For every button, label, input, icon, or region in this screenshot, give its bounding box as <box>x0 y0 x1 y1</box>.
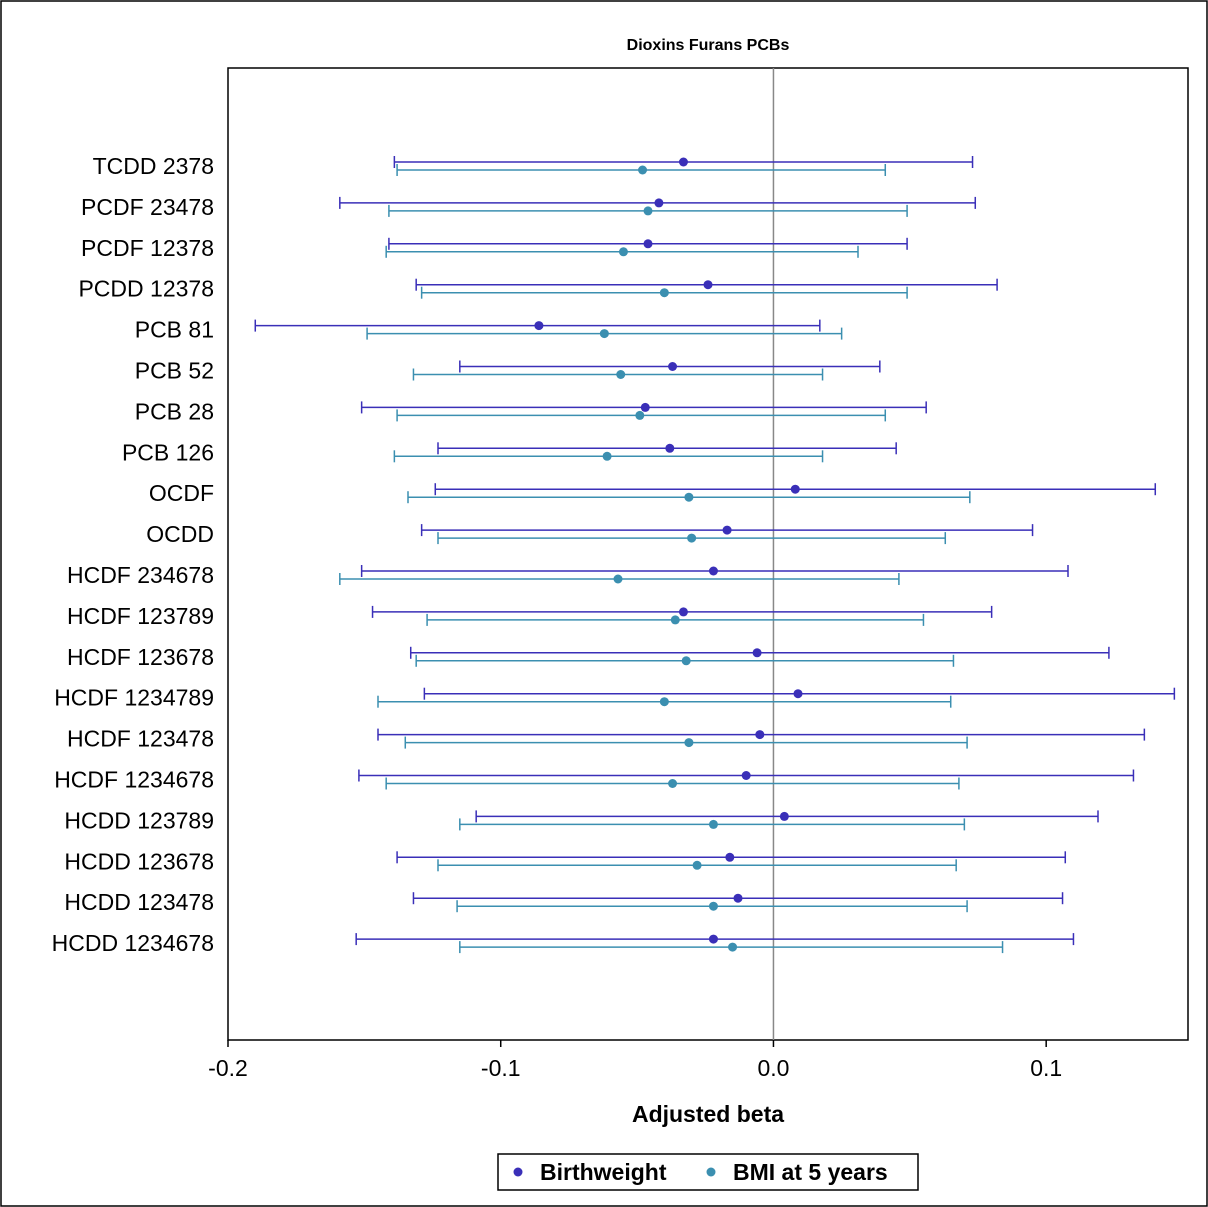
category-label: PCB 52 <box>135 358 214 384</box>
estimate-point <box>668 779 678 788</box>
category-label: HCDD 123789 <box>64 807 214 833</box>
estimate-point <box>613 574 623 584</box>
estimate-point <box>722 525 732 535</box>
x-axis-ticks: -0.2 -0.1 0.0 0.1 <box>208 1040 1062 1081</box>
estimate-point <box>681 656 691 666</box>
estimate-point <box>708 901 718 911</box>
estimate-point <box>708 819 718 829</box>
estimate-point <box>616 370 626 379</box>
category-label: PCDF 12378 <box>81 235 214 261</box>
series-layer <box>254 156 1176 954</box>
category-label: HCDF 1234678 <box>54 767 214 793</box>
category-label: HCDF 123678 <box>67 644 214 670</box>
plot-area <box>227 67 1189 1041</box>
legend-box <box>497 1153 919 1191</box>
legend-label-birthweight: Birthweight <box>540 1159 667 1185</box>
estimate-point <box>678 157 688 167</box>
chart-title: Dioxins Furans PCBs <box>627 37 790 54</box>
category-label: HCDD 123478 <box>64 889 214 915</box>
category-label: OCDD <box>146 521 214 547</box>
estimate-point <box>659 697 669 707</box>
legend: Birthweight BMI at 5 years <box>497 1153 919 1191</box>
estimate-point <box>725 852 735 862</box>
legend-label-bmi: BMI at 5 years <box>733 1159 888 1185</box>
estimate-point <box>640 402 650 412</box>
estimate-point <box>670 615 680 625</box>
estimate-point <box>643 239 653 249</box>
estimate-point <box>741 771 751 780</box>
category-label: HCDF 1234789 <box>54 685 214 711</box>
category-label: PCB 28 <box>135 398 214 424</box>
series-bmi-at-5-years <box>339 164 1004 954</box>
estimate-point <box>779 811 789 821</box>
estimate-point <box>752 648 762 658</box>
category-label: HCDF 234678 <box>67 562 214 588</box>
estimate-point <box>618 247 628 257</box>
estimate-point <box>654 198 664 208</box>
category-label: HCDF 123478 <box>67 726 214 752</box>
estimate-point <box>793 689 803 699</box>
estimate-point <box>703 280 713 290</box>
estimate-point <box>635 410 645 420</box>
x-tick-label: 0.0 <box>757 1055 789 1081</box>
category-label: PCB 126 <box>122 439 214 465</box>
estimate-point <box>638 165 648 175</box>
estimate-point <box>733 893 743 903</box>
estimate-point <box>668 362 678 371</box>
category-label: PCDF 23478 <box>81 194 214 220</box>
estimate-point <box>708 934 718 944</box>
x-tick-label: -0.1 <box>481 1055 521 1081</box>
x-tick-label: 0.1 <box>1030 1055 1062 1081</box>
estimate-point <box>684 492 694 502</box>
category-label: TCDD 2378 <box>93 153 214 179</box>
category-label: OCDF <box>149 480 214 506</box>
estimate-point <box>687 533 697 543</box>
estimate-point <box>678 607 688 617</box>
estimate-point <box>790 484 800 494</box>
estimate-point <box>692 860 702 870</box>
category-label: HCDD 1234678 <box>52 930 214 956</box>
category-label: HCDF 123789 <box>67 603 214 629</box>
estimate-point <box>534 321 544 331</box>
category-label: PCB 81 <box>135 317 214 343</box>
estimate-point <box>659 288 669 298</box>
estimate-point <box>708 566 718 576</box>
category-label: HCDD 123678 <box>64 848 214 874</box>
estimate-point <box>684 738 694 748</box>
estimate-point <box>643 206 653 216</box>
x-tick-label: -0.2 <box>208 1055 248 1081</box>
x-axis-label: Adjusted beta <box>632 1101 784 1127</box>
series-birthweight <box>254 156 1176 946</box>
estimate-point <box>665 443 675 453</box>
estimate-point <box>599 329 609 339</box>
estimate-point <box>755 730 765 740</box>
estimate-point <box>728 942 738 952</box>
legend-marker-bmi <box>706 1167 716 1177</box>
estimate-point <box>602 451 612 461</box>
legend-marker-birthweight <box>513 1167 523 1177</box>
category-labels: TCDD 2378 PCDF 23478 PCDF 12378 PCDD 12378 P… <box>52 153 214 956</box>
category-label: PCDD 12378 <box>78 276 214 302</box>
